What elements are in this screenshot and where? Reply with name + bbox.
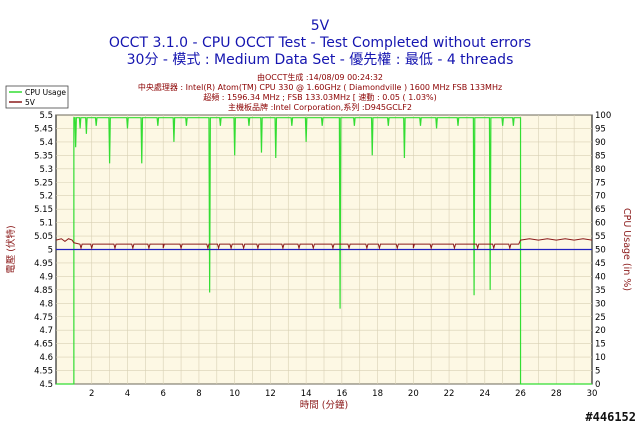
y-tick-label-right: 75 — [595, 178, 606, 188]
y-tick-label-right: 10 — [595, 353, 606, 363]
y-tick-label-left: 4.6 — [39, 353, 53, 363]
y-tick-label-left: 5.05 — [34, 232, 53, 242]
y-tick-label-left: 4.85 — [34, 286, 53, 296]
series-line-cpu-usage — [56, 117, 592, 385]
y-axis-label-left: 電壓 (伏特) — [5, 225, 17, 273]
y-tick-label-right: 70 — [595, 192, 606, 202]
y-tick-label-left: 5.25 — [34, 178, 53, 188]
y-tick-label-right: 60 — [595, 219, 606, 229]
y-tick-label-right: 100 — [595, 111, 611, 121]
y-tick-label-right: 50 — [595, 246, 606, 256]
y-tick-label-left: 4.75 — [34, 313, 53, 323]
x-tick-label: 14 — [301, 389, 312, 399]
x-tick-label: 2 — [89, 389, 94, 399]
x-axis-label: 時間 (分鐘) — [300, 399, 348, 411]
y-tick-label-left: 5.5 — [39, 111, 53, 121]
series-line-5v — [55, 238, 593, 251]
x-tick-label: 22 — [444, 389, 455, 399]
y-tick-label-right: 85 — [595, 151, 606, 161]
x-tick-label: 18 — [372, 389, 383, 399]
chart-subtitle: OCCT 3.1.0 - CPU OCCT Test - Test Comple… — [108, 35, 532, 51]
info-cpu: 中央處理器 : Intel(R) Atom(TM) CPU 330 @ 1.60… — [137, 83, 503, 92]
y-tick-label-left: 5.35 — [34, 151, 53, 161]
legend-label-cpu-usage: CPU Usage — [25, 88, 66, 97]
y-tick-label-left: 4.9 — [39, 272, 53, 282]
x-tick-label: 24 — [479, 389, 490, 399]
x-tick-label: 8 — [196, 389, 201, 399]
y-tick-label-left: 4.95 — [34, 259, 53, 269]
info-generated: 由OCCT生成 :14/08/09 00:24:32 — [257, 73, 383, 82]
y-tick-label-right: 30 — [595, 299, 606, 309]
y-tick-label-right: 25 — [595, 313, 606, 323]
chart-title: 5V — [310, 18, 330, 34]
y-tick-label-right: 35 — [595, 286, 606, 296]
x-tick-label: 20 — [408, 389, 419, 399]
y-tick-label-left: 4.5 — [39, 380, 53, 390]
y-tick-label-right: 20 — [595, 326, 606, 336]
y-tick-label-right: 0 — [595, 380, 600, 390]
x-tick-label: 4 — [125, 389, 130, 399]
x-tick-label: 30 — [587, 389, 598, 399]
y-tick-label-right: 15 — [595, 340, 606, 350]
y-tick-label-left: 5.1 — [39, 219, 53, 229]
x-tick-label: 16 — [336, 389, 347, 399]
y-tick-label-right: 80 — [595, 165, 606, 175]
info-motherboard: 主機板品牌 :Intel Corporation,系列 :D945GCLF2 — [228, 103, 412, 112]
y-tick-label-right: 45 — [595, 259, 606, 269]
y-tick-label-right: 40 — [595, 272, 606, 282]
y-tick-label-left: 5 — [48, 246, 53, 256]
y-tick-label-right: 55 — [595, 232, 606, 242]
x-tick-label: 10 — [229, 389, 240, 399]
y-tick-label-left: 5.2 — [39, 192, 53, 202]
x-tick-label: 26 — [515, 389, 526, 399]
y-tick-label-right: 65 — [595, 205, 606, 215]
info-overclock: 超頻 : 1596.34 MHz ; FSB 133.03MHz [ 速動 : … — [203, 93, 437, 102]
y-tick-label-left: 4.8 — [39, 299, 53, 309]
y-tick-label-left: 4.65 — [34, 340, 53, 350]
y-tick-label-right: 95 — [595, 124, 606, 134]
x-tick-label: 6 — [160, 389, 165, 399]
y-tick-label-right: 90 — [595, 138, 606, 148]
x-tick-label: 28 — [551, 389, 562, 399]
y-tick-label-left: 5.3 — [39, 165, 53, 175]
y-tick-label-left: 5.4 — [39, 138, 53, 148]
chart-subtitle-2: 30分 - 模式 : Medium Data Set - 優先權 : 最低 - … — [126, 52, 514, 68]
watermark: #446152 — [585, 410, 636, 424]
y-tick-label-left: 5.15 — [34, 205, 53, 215]
y-tick-label-left: 4.7 — [39, 326, 53, 336]
legend-label-5v: 5V — [25, 98, 36, 107]
y-axis-label-right: CPU Usage (in %) — [621, 208, 632, 291]
x-tick-label: 12 — [265, 389, 276, 399]
y-tick-label-left: 4.55 — [34, 367, 53, 377]
y-tick-label-left: 5.45 — [34, 124, 53, 134]
y-tick-label-right: 5 — [595, 367, 600, 377]
